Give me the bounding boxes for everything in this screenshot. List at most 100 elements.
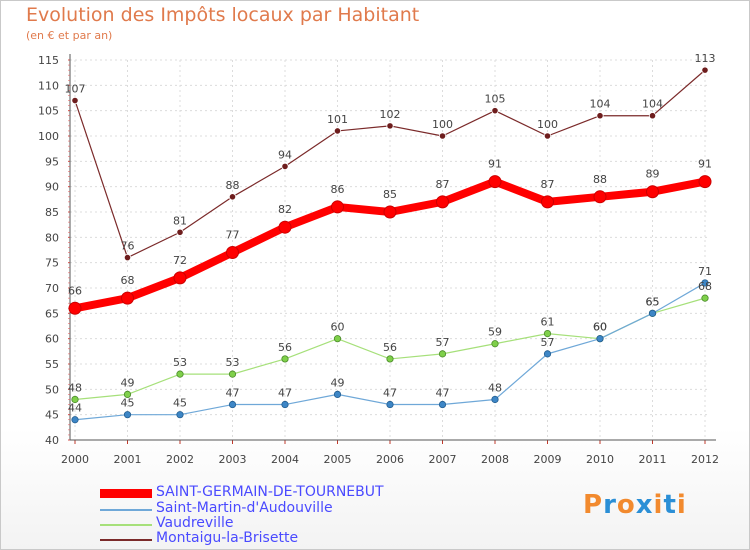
y-tick-label: 90: [45, 181, 59, 194]
data-point: [331, 200, 344, 214]
data-point: [68, 301, 82, 315]
y-tick-label: 105: [38, 105, 59, 118]
logo-letter: r: [603, 490, 617, 520]
data-label: 91: [488, 158, 502, 171]
data-point: [121, 291, 134, 305]
data-point: [646, 185, 659, 199]
data-label: 102: [380, 108, 401, 121]
data-point: [383, 205, 397, 219]
logo-letter: x: [635, 490, 654, 520]
data-label: 88: [226, 179, 240, 192]
data-point: [488, 175, 502, 189]
x-tick-label: 2011: [639, 453, 667, 466]
data-point: [226, 246, 239, 260]
data-label: 88: [593, 173, 607, 186]
x-tick-label: 2007: [429, 453, 457, 466]
legend-swatch: [100, 539, 152, 541]
data-label: 66: [68, 284, 82, 297]
legend-label: SAINT-GERMAIN-DE-TOURNEBUT: [156, 484, 384, 500]
legend-label: Vaudreville: [156, 515, 234, 531]
logo-letter: t: [663, 490, 677, 520]
y-tick-label: 110: [38, 79, 59, 92]
data-label: 72: [173, 254, 187, 267]
data-label: 104: [642, 98, 663, 111]
data-label: 47: [278, 387, 292, 400]
legend-swatch: [100, 489, 152, 498]
data-label: 45: [121, 397, 135, 410]
data-label: 44: [68, 402, 82, 415]
data-label: 56: [383, 341, 397, 354]
data-point: [71, 96, 79, 105]
data-point: [333, 127, 342, 135]
data-label: 65: [646, 295, 660, 308]
data-label: 87: [541, 178, 555, 191]
data-label: 77: [226, 229, 240, 242]
data-label: 49: [121, 376, 135, 389]
legend-label: Montaigu-la-Brisette: [156, 530, 299, 546]
data-label: 60: [593, 321, 607, 334]
y-tick-label: 70: [45, 282, 59, 295]
x-tick-label: 2010: [586, 453, 614, 466]
data-label: 86: [331, 183, 345, 196]
data-point: [333, 390, 342, 398]
y-tick-label: 55: [45, 358, 59, 371]
data-point: [541, 195, 554, 209]
data-point: [278, 220, 292, 234]
data-label: 91: [698, 158, 712, 171]
data-label: 100: [432, 118, 453, 131]
data-point: [333, 335, 342, 343]
y-tick-label: 65: [45, 307, 59, 320]
data-point: [228, 370, 237, 378]
data-label: 47: [226, 387, 240, 400]
legend-swatch: [100, 509, 152, 511]
data-point: [543, 132, 552, 140]
data-label: 60: [593, 321, 607, 334]
logo-letter: P: [583, 490, 604, 520]
legend-swatch: [100, 524, 152, 526]
data-point: [701, 294, 709, 302]
data-label: 89: [646, 168, 660, 181]
data-label: 61: [541, 316, 555, 329]
data-point: [701, 279, 709, 287]
data-point: [123, 254, 132, 262]
logo-letter: i: [676, 490, 687, 520]
data-label: 104: [590, 98, 611, 111]
y-tick-label: 80: [45, 231, 59, 244]
logo-letter: o: [616, 490, 636, 520]
data-label: 68: [698, 280, 712, 293]
data-label: 76: [121, 240, 135, 253]
data-label: 48: [488, 381, 502, 394]
data-label: 68: [121, 274, 135, 287]
data-label: 85: [383, 188, 397, 201]
x-tick-label: 2003: [219, 453, 247, 466]
data-point: [543, 350, 552, 358]
data-point: [698, 175, 712, 189]
data-point: [281, 355, 289, 363]
data-point: [281, 400, 289, 409]
x-tick-label: 2000: [61, 453, 89, 466]
y-tick-label: 115: [38, 54, 59, 67]
data-label: 105: [485, 93, 506, 106]
data-labels: 107 76 81 88 94 101 102 100 105 100 104 104 113 48 49 5…: [65, 52, 716, 415]
data-point: [386, 355, 394, 363]
data-point: [228, 400, 237, 409]
data-label: 82: [278, 203, 292, 216]
proxiti-logo: Proxiti: [583, 490, 687, 520]
data-label: 57: [541, 336, 555, 349]
y-tick-label: 45: [45, 409, 59, 422]
x-tick-label: 2004: [271, 453, 299, 466]
x-tick-label: 2006: [376, 453, 404, 466]
data-point: [491, 107, 499, 115]
data-point: [438, 132, 447, 140]
y-tick-label: 100: [38, 130, 59, 143]
data-point: [436, 195, 449, 209]
legend-label: Saint-Martin-d'Audouville: [156, 500, 333, 516]
data-label: 81: [173, 214, 187, 227]
y-tick-label: 85: [45, 206, 59, 219]
data-label: 45: [173, 397, 187, 410]
x-tick-label: 2005: [324, 453, 352, 466]
data-point: [173, 271, 187, 285]
x-tick-label: 2001: [114, 453, 142, 466]
data-label: 71: [698, 265, 712, 278]
